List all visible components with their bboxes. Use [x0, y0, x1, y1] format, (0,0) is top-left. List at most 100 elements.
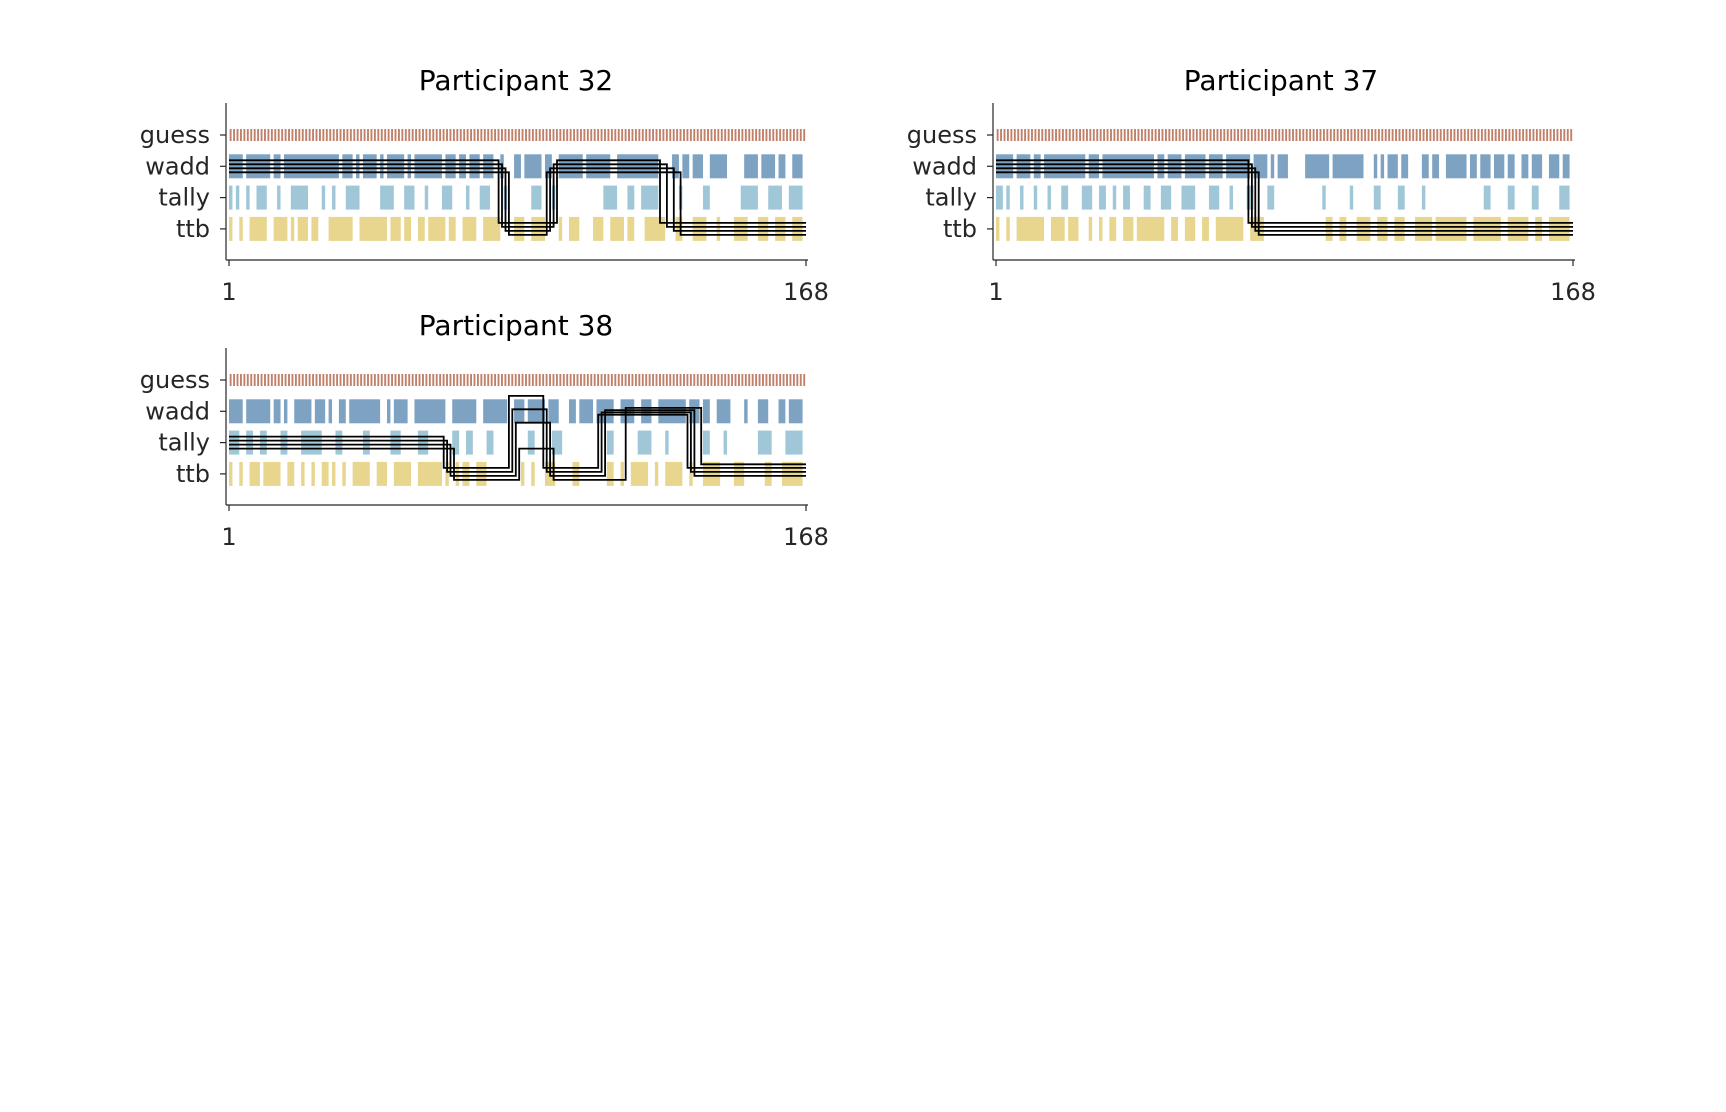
guess-mark — [782, 129, 785, 141]
ttb-mark — [352, 461, 370, 486]
guess-mark — [665, 129, 668, 141]
tally-mark — [531, 185, 542, 210]
guess-mark — [614, 129, 617, 141]
guess-mark — [332, 374, 335, 386]
trace-line — [229, 159, 806, 224]
guess-mark — [737, 374, 740, 386]
guess-mark — [1164, 129, 1167, 141]
ttb-mark — [644, 216, 666, 241]
guess-mark — [535, 374, 538, 386]
ttb-mark — [239, 216, 243, 241]
guess-mark — [291, 374, 294, 386]
tally-mark — [1112, 185, 1117, 210]
ttb-mark — [733, 461, 745, 486]
y-tick-label-wadd: wadd — [912, 152, 977, 180]
guess-mark — [775, 374, 778, 386]
strategy-traces — [229, 394, 806, 481]
guess-mark — [363, 374, 366, 386]
wadd-mark — [1208, 154, 1223, 179]
guess-mark — [1089, 129, 1092, 141]
guess-mark — [1539, 129, 1542, 141]
guess-mark — [442, 374, 445, 386]
guess-mark — [291, 129, 294, 141]
ttb-mark — [1507, 216, 1529, 241]
tally-mark — [1349, 185, 1354, 210]
guess-mark — [569, 374, 572, 386]
guess-mark — [1377, 129, 1380, 141]
guess-mark — [1302, 129, 1305, 141]
tally-mark — [1208, 185, 1220, 210]
guess-mark — [1405, 129, 1408, 141]
guess-mark — [672, 374, 675, 386]
guess-mark — [367, 374, 369, 386]
y-tick-label-guess: guess — [140, 121, 210, 149]
guess-mark — [435, 129, 438, 141]
tally-mark — [1099, 185, 1106, 210]
wadd-mark — [620, 399, 635, 424]
ttb-mark — [229, 461, 233, 486]
guess-mark — [724, 129, 727, 141]
y-tick-label-tally: tally — [158, 429, 210, 457]
guess-mark — [542, 129, 545, 141]
guess-mark — [624, 374, 627, 386]
guess-mark — [604, 129, 606, 141]
guess-mark — [1470, 129, 1473, 141]
wadd-mark — [1373, 154, 1378, 179]
guess-mark — [634, 129, 637, 141]
guess-mark — [1182, 129, 1185, 141]
guess-mark — [408, 129, 411, 141]
tally-mark — [723, 430, 728, 455]
guess-mark — [1116, 129, 1119, 141]
guess-mark — [418, 374, 421, 386]
guess-mark — [1233, 129, 1236, 141]
guess-mark — [507, 129, 510, 141]
guess-mark — [792, 374, 795, 386]
guess-mark — [1415, 129, 1418, 141]
ttb-mark — [1109, 216, 1117, 241]
guess-mark — [487, 374, 490, 386]
ttb-mark — [1473, 216, 1501, 241]
tally-mark — [1006, 185, 1010, 210]
guess-mark — [1096, 129, 1099, 141]
tally-mark — [1421, 185, 1426, 210]
ttb-mark — [417, 216, 425, 241]
guess-mark — [1175, 129, 1178, 141]
guess-mark — [689, 374, 692, 386]
guess-mark — [363, 129, 366, 141]
guess-mark — [683, 129, 685, 141]
wadd-mark — [483, 399, 508, 424]
guess-mark — [425, 129, 428, 141]
guess-mark — [1254, 129, 1257, 141]
guess-mark — [1051, 129, 1054, 141]
guess-mark — [1226, 129, 1229, 141]
row-tally — [229, 185, 803, 210]
ttb-mark — [1548, 216, 1570, 241]
wadd-mark — [1531, 154, 1543, 179]
guess-mark — [751, 129, 754, 141]
guess-mark — [641, 129, 644, 141]
guess-mark — [1209, 129, 1212, 141]
ttb-mark — [1435, 216, 1467, 241]
guess-mark — [514, 374, 517, 386]
guess-mark — [322, 129, 325, 141]
guess-mark — [1450, 129, 1452, 141]
guess-mark — [796, 129, 799, 141]
y-tick-label-ttb: ttb — [176, 215, 210, 243]
guess-mark — [1010, 129, 1013, 141]
row-ttb — [229, 461, 803, 486]
panel-3: Participant 38 guess wadd tally ttb 1 168 — [140, 309, 829, 551]
guess-mark — [322, 374, 325, 386]
ttb-mark — [514, 216, 525, 241]
guess-mark — [727, 374, 730, 386]
guess-mark — [703, 129, 706, 141]
wadd-mark — [414, 154, 442, 179]
guess-mark — [775, 129, 778, 141]
guess-mark — [490, 129, 493, 141]
wadd-mark — [273, 399, 281, 424]
wadd-mark — [709, 154, 728, 179]
guess-mark — [1110, 129, 1112, 141]
guess-mark — [593, 129, 596, 141]
panel-1: Participant 32 guess wadd tally ttb 1 168 — [140, 64, 829, 306]
guess-mark — [1024, 129, 1027, 141]
ttb-mark — [1050, 216, 1065, 241]
